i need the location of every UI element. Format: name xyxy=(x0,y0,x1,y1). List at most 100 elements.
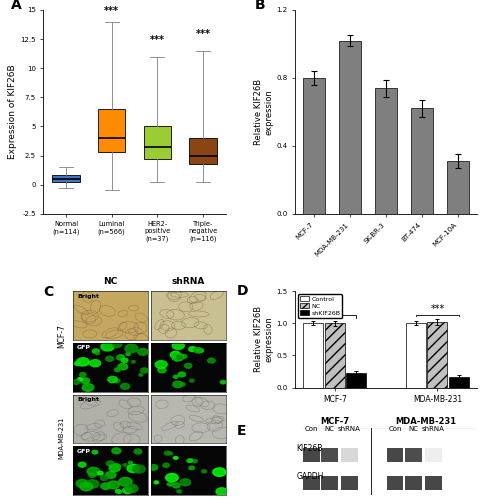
PathPatch shape xyxy=(53,176,80,182)
Circle shape xyxy=(116,490,120,493)
Circle shape xyxy=(101,342,114,351)
Circle shape xyxy=(127,464,140,472)
Text: Con: Con xyxy=(305,426,318,432)
Text: ***: *** xyxy=(195,29,210,39)
Bar xyxy=(325,324,345,388)
Circle shape xyxy=(79,462,86,467)
Bar xyxy=(387,448,403,462)
Bar xyxy=(339,40,361,214)
Circle shape xyxy=(173,381,183,388)
Circle shape xyxy=(216,488,228,496)
Circle shape xyxy=(166,474,178,482)
Circle shape xyxy=(77,358,89,366)
Circle shape xyxy=(126,352,130,356)
Circle shape xyxy=(86,480,99,488)
Bar xyxy=(425,448,442,462)
Y-axis label: Expression of KIF26B: Expression of KIF26B xyxy=(9,64,17,159)
Circle shape xyxy=(128,462,133,464)
Circle shape xyxy=(119,478,132,486)
PathPatch shape xyxy=(144,126,171,159)
Bar xyxy=(321,448,338,462)
Circle shape xyxy=(163,463,169,468)
Circle shape xyxy=(95,352,99,354)
Bar xyxy=(449,376,469,388)
Circle shape xyxy=(189,459,193,462)
Bar xyxy=(303,448,320,462)
Bar xyxy=(375,88,397,214)
Text: shRNA: shRNA xyxy=(172,278,205,286)
Circle shape xyxy=(107,481,120,489)
Circle shape xyxy=(101,483,111,490)
Circle shape xyxy=(124,489,131,494)
Bar xyxy=(406,324,426,388)
Circle shape xyxy=(180,479,190,486)
Circle shape xyxy=(106,472,116,478)
Circle shape xyxy=(172,342,184,349)
Circle shape xyxy=(115,368,120,372)
Y-axis label: Relative KIF26B
expression: Relative KIF26B expression xyxy=(254,79,273,145)
Circle shape xyxy=(167,482,173,486)
Text: shRNA: shRNA xyxy=(422,426,445,432)
Circle shape xyxy=(72,380,80,384)
Circle shape xyxy=(189,466,194,469)
Circle shape xyxy=(87,468,100,475)
Circle shape xyxy=(213,468,226,476)
Bar xyxy=(411,108,433,214)
Text: KIF26B: KIF26B xyxy=(297,444,323,453)
Circle shape xyxy=(106,356,114,362)
Bar xyxy=(425,476,442,490)
Circle shape xyxy=(81,378,90,384)
Text: MCF-7: MCF-7 xyxy=(57,324,67,348)
Circle shape xyxy=(80,372,86,376)
Bar xyxy=(447,161,469,214)
Circle shape xyxy=(122,487,132,494)
Circle shape xyxy=(134,449,142,454)
Bar xyxy=(303,78,325,214)
Circle shape xyxy=(117,356,123,360)
Circle shape xyxy=(117,355,124,360)
Text: E: E xyxy=(237,424,246,438)
Bar xyxy=(405,448,422,462)
Bar xyxy=(303,324,323,388)
Circle shape xyxy=(92,450,98,454)
Text: C: C xyxy=(43,285,54,299)
Circle shape xyxy=(118,364,128,370)
Circle shape xyxy=(82,384,94,392)
Circle shape xyxy=(112,448,121,454)
Text: shRNA: shRNA xyxy=(338,426,361,432)
Circle shape xyxy=(132,360,135,363)
Text: ***: *** xyxy=(104,6,119,16)
Text: ***: *** xyxy=(430,304,444,314)
Circle shape xyxy=(177,356,183,359)
Circle shape xyxy=(149,464,158,470)
Text: NC: NC xyxy=(408,426,418,432)
Circle shape xyxy=(80,482,93,491)
Circle shape xyxy=(220,380,226,384)
Text: **: ** xyxy=(330,304,339,314)
Circle shape xyxy=(109,464,120,471)
Circle shape xyxy=(139,374,143,376)
Circle shape xyxy=(116,490,122,494)
Text: D: D xyxy=(237,284,248,298)
Circle shape xyxy=(126,488,132,491)
Text: MDA-MB-231: MDA-MB-231 xyxy=(59,417,65,459)
Circle shape xyxy=(170,352,181,358)
Circle shape xyxy=(133,465,145,473)
Circle shape xyxy=(101,476,107,480)
Circle shape xyxy=(155,360,167,368)
Circle shape xyxy=(172,354,184,361)
Circle shape xyxy=(112,464,120,469)
Circle shape xyxy=(177,490,182,493)
Text: B: B xyxy=(255,0,266,12)
Circle shape xyxy=(187,459,192,462)
Text: GAPDH: GAPDH xyxy=(297,472,324,481)
Circle shape xyxy=(189,379,194,382)
Text: GFP: GFP xyxy=(77,346,91,350)
Circle shape xyxy=(173,483,180,488)
Circle shape xyxy=(114,379,120,383)
Circle shape xyxy=(138,348,148,356)
Circle shape xyxy=(121,358,128,362)
Text: ***: *** xyxy=(150,35,165,45)
Y-axis label: Relative KIF26B
expression: Relative KIF26B expression xyxy=(254,306,273,372)
Bar xyxy=(341,448,358,462)
